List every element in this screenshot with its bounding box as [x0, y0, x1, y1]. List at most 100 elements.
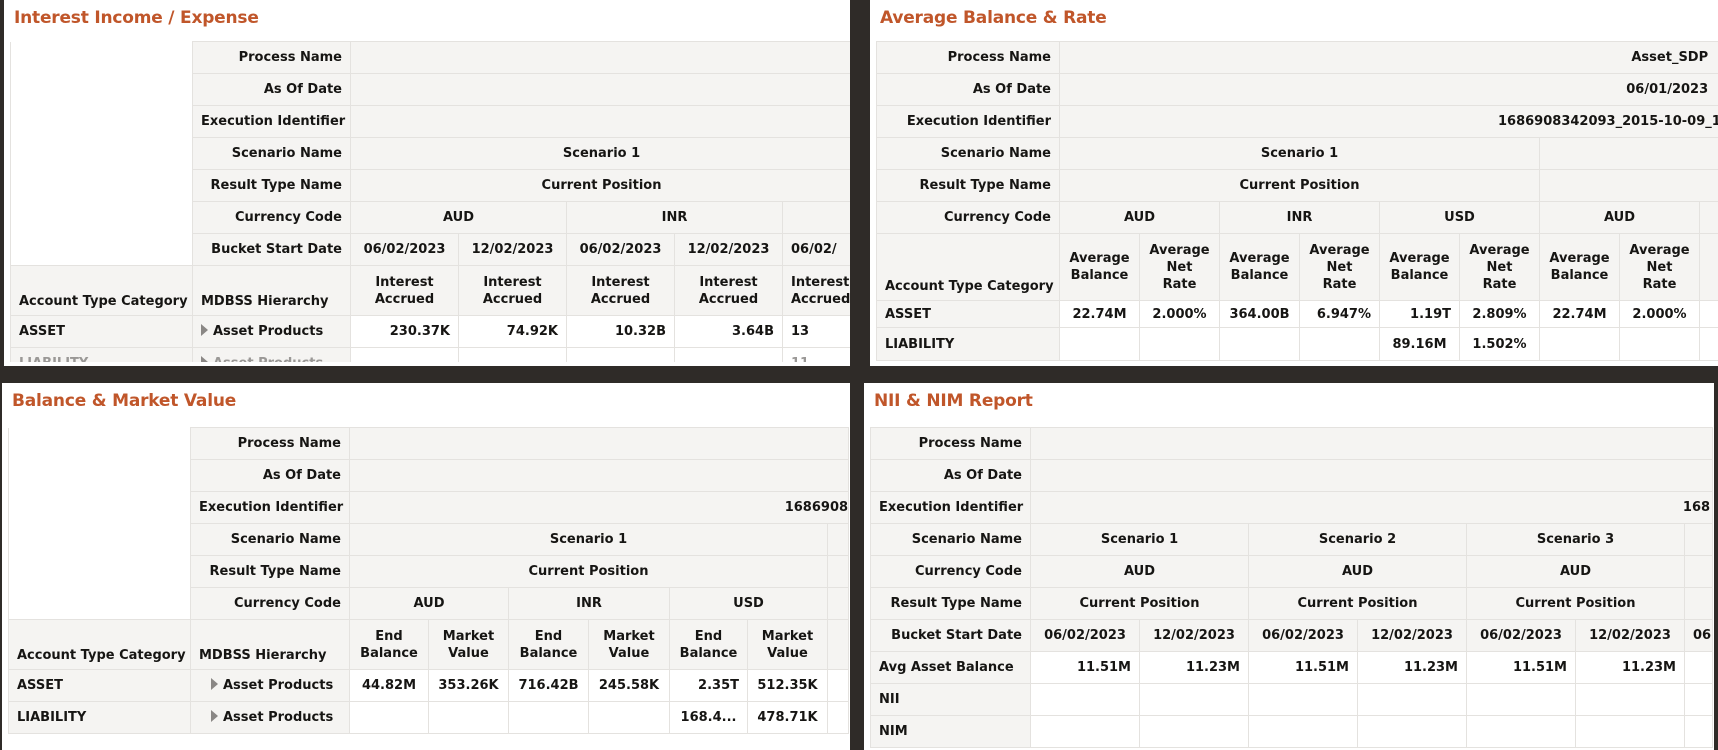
- header-bucket-date: 06/02/2023: [1030, 619, 1140, 652]
- label-result-type-name: Result Type Name: [192, 169, 351, 202]
- cell-value: 3.64B: [674, 315, 783, 348]
- hierarchy-expander[interactable]: Asset Products: [192, 315, 351, 348]
- label-execution-identifier: Execution Identifier: [870, 491, 1031, 524]
- cell-value: 11: [781, 347, 850, 366]
- header-result-type: [1538, 169, 1718, 202]
- cell-value: 11.51M: [1466, 651, 1576, 684]
- cell-value: 11.51M: [1248, 651, 1358, 684]
- header-currency: AUD: [1030, 555, 1249, 588]
- label-as-of-date: As Of Date: [876, 73, 1060, 106]
- header-mdbss-hierarchy: MDBSS Hierarchy: [192, 265, 351, 316]
- header-mdbss-hierarchy: MDBSS Hierarchy: [190, 619, 350, 670]
- header-bucket-date: 06/02/2023: [566, 233, 675, 266]
- cell-value: [350, 347, 459, 366]
- panel-title: NII & NIM Report: [874, 391, 1033, 411]
- header-scenario: Scenario 2: [1248, 523, 1467, 556]
- cell-value: [508, 701, 589, 734]
- value-process-name: Asset_SDP: [1058, 41, 1718, 74]
- cell-value: 2.000%: [1139, 300, 1220, 328]
- expand-triangle-icon[interactable]: [211, 710, 218, 722]
- table-row: ASSET Asset Products 44.82M 353.26K 716.…: [8, 669, 850, 702]
- header-currency: AUD: [349, 587, 509, 620]
- label-process-name: Process Name: [876, 41, 1060, 74]
- value-process-name: [348, 427, 850, 460]
- pivot-table: Process Name Asset_SDP As Of Date 06/01/…: [876, 41, 1718, 361]
- label-currency-code: Currency Code: [870, 555, 1031, 588]
- table-row: NIM: [870, 715, 1714, 748]
- cell-value: 11.23M: [1575, 651, 1685, 684]
- header-result-type: Current Position: [1059, 169, 1540, 202]
- value-execution-identifier: 1686908: [348, 491, 850, 524]
- hierarchy-expander[interactable]: Asset Products: [190, 669, 350, 702]
- header-bucket-date: 12/02/2023: [1357, 619, 1467, 652]
- label-scenario-name: Scenario Name: [190, 523, 350, 556]
- expand-triangle-icon[interactable]: [201, 324, 208, 336]
- expand-triangle-icon[interactable]: [211, 678, 218, 690]
- header-measure: Average Balance: [1539, 233, 1620, 301]
- pivot-table: Process Name As Of Date Execution Identi…: [8, 427, 850, 734]
- header-currency: AUD: [1248, 555, 1467, 588]
- panel-bottom-clip: [4, 362, 850, 366]
- value-as-of-date: [348, 459, 850, 492]
- label-bucket-start-date: Bucket Start Date: [192, 233, 351, 266]
- header-scenario: Scenario 1: [349, 523, 828, 556]
- table-row: LIABILITY Asset Products 11: [10, 347, 850, 366]
- hierarchy-expander[interactable]: Asset Products: [192, 347, 351, 366]
- label-process-name: Process Name: [192, 41, 351, 74]
- header-measure: Average Net Rate: [1459, 233, 1540, 301]
- cell-value: 11.23M: [1139, 651, 1249, 684]
- header-currency: [781, 201, 850, 234]
- value-process-name: [1029, 427, 1714, 460]
- cell-value[interactable]: 168.4...: [669, 701, 748, 734]
- value-execution-identifier: [349, 105, 850, 138]
- header-scenario: [1538, 137, 1718, 170]
- label-bucket-start-date: Bucket Start Date: [870, 619, 1031, 652]
- row-category: ASSET: [10, 315, 193, 348]
- cell-value: 353.26K: [428, 669, 509, 702]
- header-currency: AUD: [350, 201, 567, 234]
- header-currency: AUD: [1059, 201, 1220, 234]
- value-as-of-date: [349, 73, 850, 106]
- label-scenario-name: Scenario Name: [876, 137, 1060, 170]
- cell-value: 11.51M: [1030, 651, 1140, 684]
- header-currency: AUD: [1539, 201, 1700, 234]
- header-account-type-category: Account Type Category: [10, 265, 193, 316]
- label-result-type-name: Result Type Name: [870, 587, 1031, 620]
- header-result-type: Current Position: [349, 555, 828, 588]
- row-category: ASSET: [876, 300, 1060, 328]
- header-measure: Market Value: [747, 619, 828, 670]
- header-measure: Average Balance: [1379, 233, 1460, 301]
- value-execution-identifier: 168: [1029, 491, 1714, 524]
- table-row: ASSET 22.74M 2.000% 364.00B 6.947% 1.19T…: [876, 300, 1718, 328]
- value-execution-identifier: 1686908342093_2015-10-09_16: [1058, 105, 1718, 138]
- cell-value: [1059, 327, 1140, 361]
- label-scenario-name: Scenario Name: [870, 523, 1031, 556]
- row-label: NII: [870, 683, 1031, 716]
- panel-nii-nim-report: NII & NIM Report Process Name As Of Date…: [864, 383, 1714, 750]
- table-row: LIABILITY Asset Products 168.4... 478.71…: [8, 701, 850, 734]
- cell-value: 44.82M: [349, 669, 429, 702]
- header-bucket-date: 06: [1683, 619, 1714, 652]
- label-scenario-name: Scenario Name: [192, 137, 351, 170]
- value-as-of-date: 06/01/2023: [1058, 73, 1718, 106]
- cell-value: 1.502%: [1459, 327, 1540, 361]
- cell-value: 2.35T: [669, 669, 748, 702]
- header-result-type: Current Position: [1466, 587, 1685, 620]
- cell-value: 478.71K: [747, 701, 828, 734]
- cell-value: 230.37K: [350, 315, 459, 348]
- label-execution-identifier: Execution Identifier: [876, 105, 1060, 138]
- cell-value: 22.74M: [1539, 300, 1620, 328]
- expand-triangle-icon[interactable]: [201, 356, 208, 366]
- header-currency: USD: [669, 587, 828, 620]
- cell-value: [674, 347, 783, 366]
- table-row: LIABILITY 89.16M 1.502%: [876, 327, 1718, 361]
- hierarchy-expander[interactable]: Asset Products: [190, 701, 350, 734]
- header-measure: Interest Accrued: [458, 265, 567, 316]
- header-bucket-date: 06/02/2023: [1466, 619, 1576, 652]
- header-result-type: Current Position: [1030, 587, 1249, 620]
- cell-value: [566, 347, 675, 366]
- header-measure: End Balance: [349, 619, 429, 670]
- panel-title: Interest Income / Expense: [14, 8, 259, 28]
- header-scenario: Scenario 1: [1059, 137, 1540, 170]
- header-bucket-date: 12/02/2023: [1139, 619, 1249, 652]
